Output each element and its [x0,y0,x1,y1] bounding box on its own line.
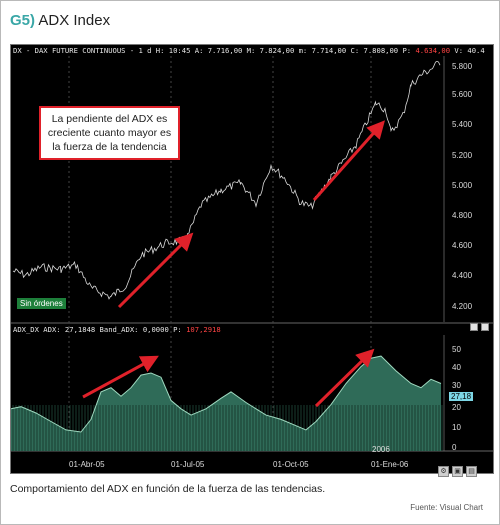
x-tick-label: 01-Ene-06 [371,460,409,469]
adx-tick-label: 0 [452,443,457,452]
price-tick-label: 4.800 [452,211,473,220]
chart-toolbar: ⚙ ▣ ▤ [438,460,480,478]
figure-title-text: ADX Index [38,12,111,29]
trend-arrow [312,120,385,201]
no-orders-badge: Sin órdenes [17,298,66,309]
callout-note: La pendiente del ADX es creciente cuanto… [39,106,180,160]
collapse-handle[interactable] [470,323,478,331]
chart-panel: DX - DAX FUTURE CONTINUOUS - 1 d H: 10:4… [10,44,494,477]
print-icon[interactable]: ▤ [466,466,477,477]
trend-arrow [314,348,375,408]
figure-source: Fuente: Visual Chart [410,503,483,512]
chart-svg [11,56,493,452]
adx-info-highlight: 107,2918 [186,325,221,334]
price-info-tail: V: 40.4 [454,46,485,55]
x-tick-label: 01-Abr-05 [69,460,105,469]
adx-tick-label: 40 [452,363,461,372]
price-plot-area [11,56,444,322]
adx-tick-label: 10 [452,423,461,432]
trend-arrow [82,355,159,399]
x-tick-label: 01-Jul-05 [171,460,205,469]
price-tick-label: 4.600 [452,241,473,250]
price-info-highlight: 4.634,00 [415,46,451,55]
save-icon[interactable]: ▣ [452,466,463,477]
adx-tick-label: 50 [452,345,461,354]
price-tick-label: 5.000 [452,181,473,190]
adx-info-bar: ADX_DX ADX: 27,1848 Band_ADX: 0,0000 P: … [11,324,493,335]
price-info-bar: DX - DAX FUTURE CONTINUOUS - 1 d H: 10:4… [11,45,493,56]
figure-caption: Comportamiento del ADX en función de la … [10,483,326,495]
adx-info-text: ADX_DX ADX: 27,1848 Band_ADX: 0,0000 P: [13,325,182,334]
price-tick-label: 4.400 [452,271,473,280]
adx-tick-label: 20 [452,403,461,412]
adx-tick-label: 30 [452,381,461,390]
figure-code: G5) [10,12,36,29]
price-tick-label: 5.600 [452,90,473,99]
x-tick-label: 01-Oct-05 [273,460,309,469]
price-info-text: DX - DAX FUTURE CONTINUOUS - 1 d H: 10:4… [13,46,412,55]
price-tick-label: 5.400 [452,120,473,129]
figure-title: G5) ADX Index [10,12,110,29]
year-label: 2006 [372,445,390,454]
trend-arrows [82,120,385,408]
adx-histogram [12,405,443,451]
price-tick-label: 5.200 [452,151,473,160]
resize-handle[interactable] [481,323,489,331]
price-series [12,60,441,300]
adx-current-value: 27,18 [449,392,474,401]
price-tick-label: 4.200 [452,302,473,311]
price-tick-label: 5.800 [452,62,473,71]
settings-icon[interactable]: ⚙ [438,466,449,477]
trend-arrow [117,232,194,309]
